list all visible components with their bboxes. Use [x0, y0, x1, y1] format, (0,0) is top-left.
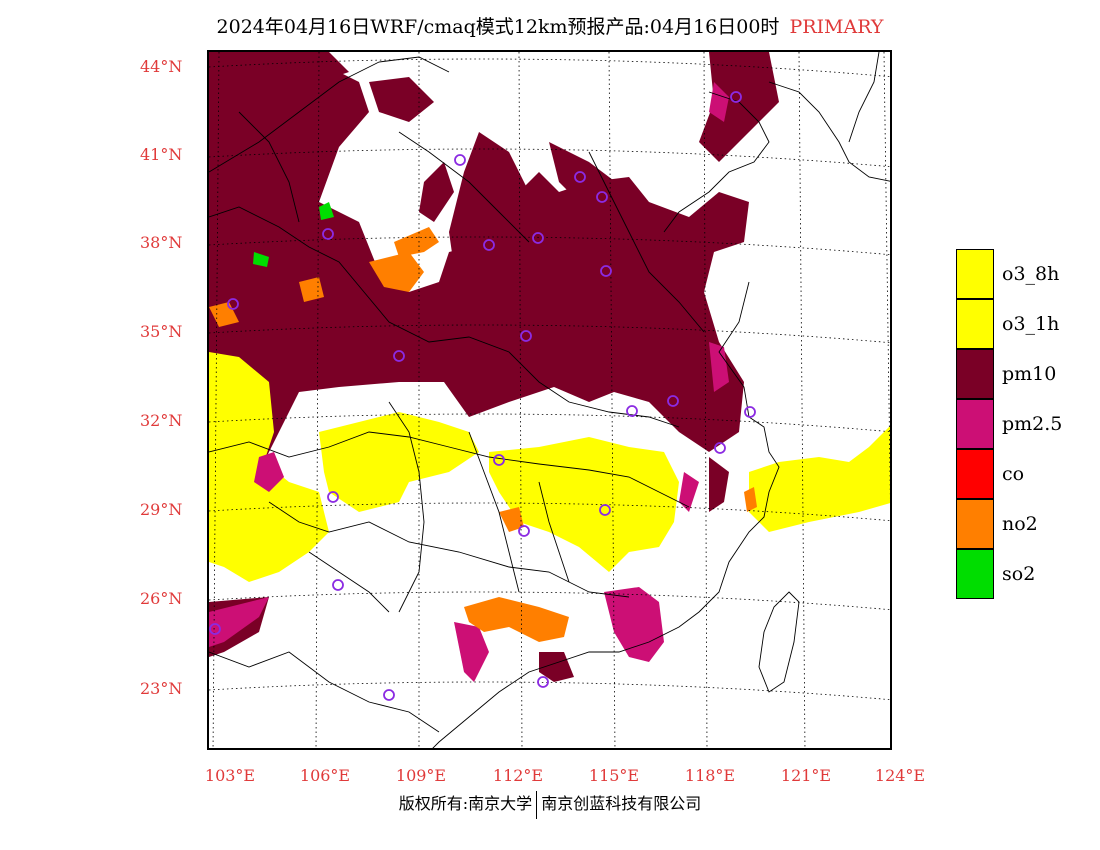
legend-label: no2: [1002, 513, 1038, 535]
map-title: 2024年04月16日WRF/cmaq模式12km预报产品:04月16日00时 P…: [0, 12, 1100, 39]
lon-label-106: 106°E: [299, 766, 351, 785]
pm25-regions: [209, 82, 729, 682]
o3-regions: [209, 352, 890, 582]
boundaries: [209, 52, 890, 748]
legend-label: co: [1002, 463, 1025, 485]
lon-label-115: 115°E: [588, 766, 640, 785]
footer-divider: [536, 790, 538, 819]
legend-swatch: [956, 249, 994, 299]
lat-label-41: 41°N: [140, 145, 183, 164]
legend-swatch: [956, 399, 994, 449]
title-tag: PRIMARY: [789, 16, 884, 38]
copyright-right: 南京创蓝科技有限公司: [541, 794, 702, 813]
station-markers: [209, 91, 756, 701]
lat-label-29: 29°N: [140, 500, 183, 519]
legend-swatch: [956, 449, 994, 499]
lat-label-38: 38°N: [140, 233, 183, 252]
lat-label-44: 44°N: [140, 57, 183, 76]
lon-label-112: 112°E: [492, 766, 544, 785]
map-frame: [207, 50, 892, 750]
legend-swatch: [956, 349, 994, 399]
legend-swatch: [956, 549, 994, 599]
lat-label-23: 23°N: [140, 679, 183, 698]
lat-label-32: 32°N: [140, 411, 183, 430]
copyright-footer: 版权所有:南京大学 南京创蓝科技有限公司: [0, 790, 1100, 819]
lat-label-26: 26°N: [140, 589, 183, 608]
lat-label-35: 35°N: [140, 322, 183, 341]
title-text: 2024年04月16日WRF/cmaq模式12km预报产品:04月16日00时: [216, 16, 780, 38]
lon-label-118: 118°E: [684, 766, 736, 785]
lon-label-103: 103°E: [204, 766, 256, 785]
legend-swatch: [956, 299, 994, 349]
pollutant-map: [209, 52, 890, 748]
lon-label-124: 124°E: [874, 766, 926, 785]
legend-label: pm10: [1002, 363, 1057, 385]
pm10-regions: [209, 52, 779, 682]
legend-label: o3_1h: [1002, 313, 1060, 335]
legend-label: so2: [1002, 563, 1036, 585]
legend-label: pm2.5: [1002, 413, 1063, 435]
copyright-left: 版权所有:南京大学: [398, 794, 533, 813]
legend-label: o3_8h: [1002, 263, 1060, 285]
so2-regions: [253, 202, 334, 267]
legend-swatch: [956, 499, 994, 549]
lon-label-109: 109°E: [395, 766, 447, 785]
lon-label-121: 121°E: [780, 766, 832, 785]
